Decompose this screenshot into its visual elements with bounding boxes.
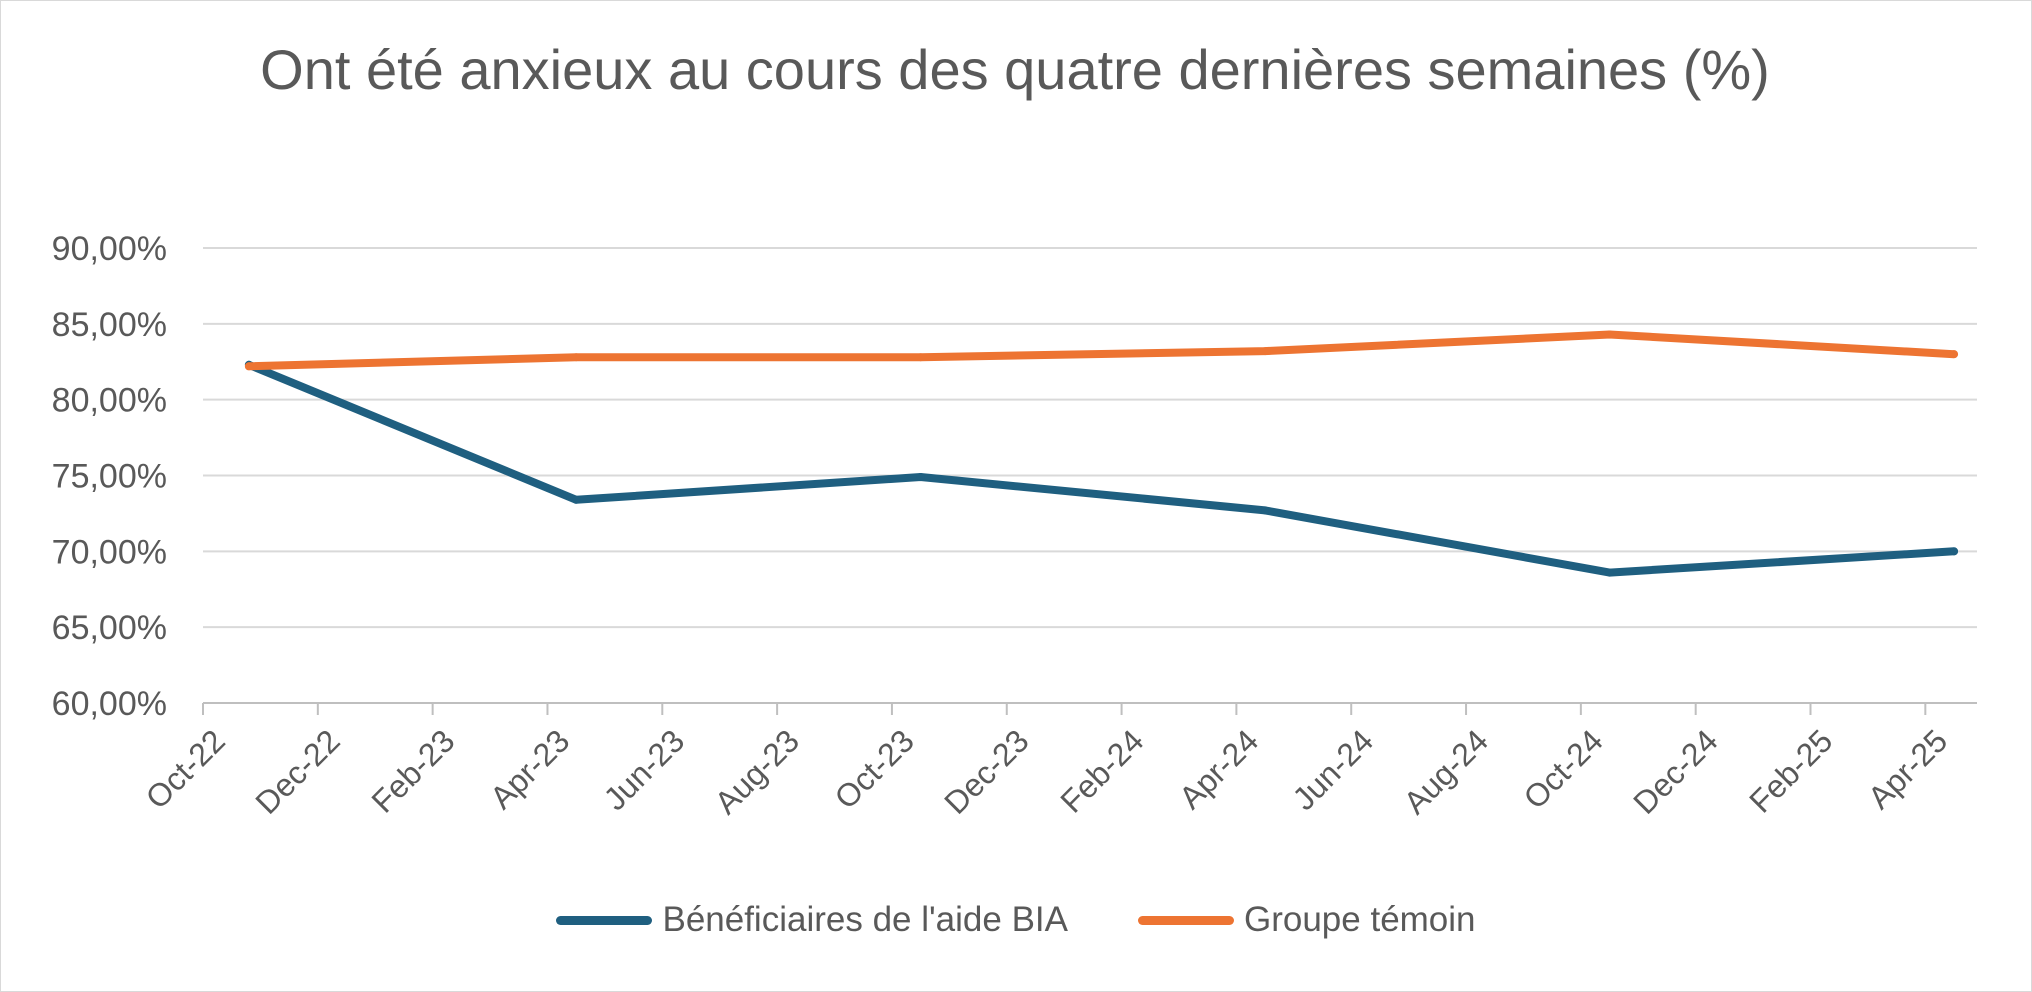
y-tick-label: 65,00% xyxy=(52,609,167,647)
data-point xyxy=(1950,350,1959,359)
legend-item-control[interactable]: Groupe témoin xyxy=(1138,900,1476,940)
data-point xyxy=(1605,330,1614,339)
y-tick-label: 75,00% xyxy=(52,458,167,496)
x-tick-label: Apr-25 xyxy=(1861,722,1954,815)
x-tick-label: Feb-24 xyxy=(1053,722,1150,819)
y-tick-label: 70,00% xyxy=(52,533,167,571)
y-tick-label: 85,00% xyxy=(52,306,167,344)
y-tick-label: 60,00% xyxy=(52,685,167,723)
data-point xyxy=(244,362,253,371)
gridlines xyxy=(203,247,1977,629)
data-point xyxy=(1605,568,1614,577)
x-tick-label: Apr-24 xyxy=(1172,722,1265,815)
data-point xyxy=(572,495,581,504)
x-tick-label: Oct-24 xyxy=(1516,722,1609,815)
data-point xyxy=(1261,506,1270,515)
legend-label-control: Groupe témoin xyxy=(1244,900,1476,939)
series-line-control xyxy=(244,330,1958,371)
x-tick-label: Feb-23 xyxy=(364,722,461,819)
x-tick-label: Jun-24 xyxy=(1286,722,1381,817)
data-point xyxy=(572,353,581,362)
legend-item-bia[interactable]: Bénéficiaires de l'aide BIA xyxy=(556,900,1068,940)
x-tick-label: Aug-24 xyxy=(1397,722,1495,820)
x-tick-label: Jun-23 xyxy=(597,722,692,817)
series-lines xyxy=(244,330,1959,577)
x-tick-label: Apr-23 xyxy=(483,722,576,815)
x-tick-label: Dec-23 xyxy=(937,722,1035,820)
series-line-bia xyxy=(244,360,1958,577)
data-point xyxy=(916,473,925,482)
chart-title: Ont été anxieux au cours des quatre dern… xyxy=(260,38,1770,101)
legend-label-bia: Bénéficiaires de l'aide BIA xyxy=(662,900,1068,939)
y-tick-label: 90,00% xyxy=(52,230,167,268)
legend-swatch-bia xyxy=(556,915,653,925)
x-axis xyxy=(202,702,1977,715)
x-tick-label: Oct-23 xyxy=(828,722,921,815)
data-point xyxy=(1261,347,1270,356)
x-axis-labels: Oct-22 Dec-22 Feb-23 Apr-23 Jun-23 Aug-23 Oct-… xyxy=(139,722,1955,820)
y-axis-labels: 90,00% 85,00% 80,00% 75,00% 70,00% 65,00% 60,0… xyxy=(52,230,167,723)
x-tick-label: Feb-25 xyxy=(1742,722,1839,819)
legend: Bénéficiaires de l'aide BIA Groupe témoi… xyxy=(0,900,2032,940)
x-tick-label: Dec-24 xyxy=(1626,722,1724,820)
y-tick-label: 80,00% xyxy=(52,382,167,420)
x-tick-label: Oct-22 xyxy=(139,722,232,815)
x-tick-label: Aug-23 xyxy=(708,722,806,820)
x-tick-label: Dec-22 xyxy=(248,722,346,820)
data-point xyxy=(916,353,925,362)
legend-swatch-control xyxy=(1138,915,1234,925)
data-point xyxy=(1950,547,1959,556)
